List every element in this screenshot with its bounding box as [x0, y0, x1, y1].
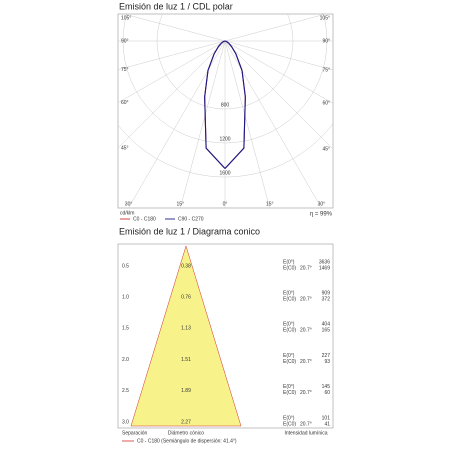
- angle-tick-label: 90°: [121, 38, 129, 44]
- intensity-curve: [204, 40, 226, 169]
- legend: C0 - C180 C90 - C270: [120, 216, 204, 222]
- r-tick-label: 800: [221, 102, 230, 108]
- e0-value: 404: [322, 322, 331, 328]
- ec0-value: 41: [324, 421, 330, 427]
- angle-tick-label: 75°: [322, 67, 330, 73]
- height-label: 0.5: [122, 263, 129, 269]
- height-label: 2.5: [122, 388, 129, 394]
- legend-label: C90 - C270: [178, 216, 204, 222]
- e0-value: 227: [322, 353, 331, 359]
- diameter-label: 1.13: [181, 326, 191, 332]
- cone-angle: 20.7°: [300, 328, 312, 334]
- grid-spoke: [123, 14, 226, 42]
- angle-tick-label: 75°: [121, 67, 129, 73]
- e0-name: E(0°): [283, 353, 295, 359]
- grid-spoke: [224, 40, 333, 104]
- ec0-name: E(C0): [283, 328, 296, 334]
- ec0-name: E(C0): [283, 359, 296, 365]
- grid-spoke: [128, 40, 226, 208]
- cone-frame: [117, 243, 334, 429]
- cone-angle: 20.7°: [300, 359, 312, 365]
- cone-angle: 20.7°: [300, 297, 312, 303]
- grid-spoke: [118, 40, 226, 104]
- e0-value: 101: [322, 415, 331, 421]
- grid-spoke: [118, 40, 226, 149]
- ec0-name: E(C0): [283, 390, 296, 396]
- ec0-value: 1469: [319, 265, 330, 271]
- height-label: 2.0: [122, 357, 129, 363]
- angle-tick-label: 0°: [223, 201, 228, 207]
- angle-tick-label: 30°: [318, 201, 326, 207]
- polar-labels: 800 1200 1600 105° 105° 90° 90° 75° 75° 60° 60° 45°…: [121, 15, 330, 207]
- cone-angle: 20.7°: [300, 390, 312, 396]
- e0-name: E(0°): [283, 415, 295, 421]
- angle-tick-label: 30°: [125, 201, 133, 207]
- angle-tick-label: 105°: [121, 15, 131, 21]
- ec0-name: E(C0): [283, 297, 296, 303]
- diameter-label: 1.51: [181, 357, 191, 363]
- diameter-label: 2.27: [181, 419, 191, 425]
- grid-spoke: [224, 40, 333, 150]
- angle-tick-label: 60°: [121, 100, 129, 106]
- ec0-name: E(C0): [283, 421, 296, 427]
- diameter-label: 0.76: [181, 295, 191, 301]
- grid-spoke: [224, 14, 327, 42]
- ec0-value: 93: [324, 359, 330, 365]
- height-label: 1.5: [122, 326, 129, 332]
- r-tick-label: 1200: [219, 136, 230, 142]
- angle-tick-label: 15°: [266, 201, 274, 207]
- cone-title: Emisión de luz 1 / Diagrama conico: [119, 226, 260, 236]
- e0-name: E(0°): [283, 384, 295, 390]
- r-tick-label: 1600: [219, 170, 230, 176]
- angle-tick-label: 90°: [322, 38, 330, 44]
- efficiency: η = 99%: [310, 212, 333, 218]
- angle-tick-label: 60°: [322, 101, 330, 107]
- angle-tick-label: 45°: [121, 145, 129, 151]
- footer-diameter: Diámetro cónico: [168, 430, 204, 436]
- legend-label: C0 - C180: [133, 216, 156, 222]
- polar-frame: [117, 13, 334, 209]
- ec0-value: 372: [322, 297, 331, 303]
- angle-tick-label: 45°: [322, 146, 330, 152]
- grid-spoke: [224, 40, 271, 208]
- unit-label: cd/klm: [120, 210, 134, 216]
- polar-grid: [118, 14, 333, 208]
- e0-value: 3636: [319, 259, 330, 265]
- e0-value: 145: [322, 384, 331, 390]
- height-label: 1.0: [122, 295, 129, 301]
- cone-angle: 20.7°: [300, 421, 312, 427]
- grid-spoke: [179, 40, 226, 208]
- ec0-name: E(C0): [283, 265, 296, 271]
- ec0-value: 60: [324, 390, 330, 396]
- angle-tick-label: 105°: [320, 15, 330, 21]
- grid-spoke: [224, 40, 322, 208]
- diameter-label: 1.89: [181, 388, 191, 394]
- e0-name: E(0°): [283, 259, 295, 265]
- footer-separation: Separación: [122, 430, 148, 436]
- cone-triangle: [130, 245, 242, 427]
- footer-intensity: Intensidad lumínica: [284, 430, 327, 436]
- angle-tick-label: 15°: [176, 201, 184, 207]
- cone-legend: C0 - C180 (Semiángulo de dispersión: 41.…: [137, 438, 237, 444]
- grid-spoke: [118, 40, 226, 70]
- chart-title: Emisión de luz 1 / CDL polar: [119, 1, 233, 11]
- ec0-value: 165: [322, 328, 331, 334]
- diameter-label: 0.38: [181, 263, 191, 269]
- intensity-curve: [224, 40, 246, 169]
- grid-spoke: [224, 40, 333, 71]
- e0-value: 909: [322, 291, 331, 297]
- polar-curves: [204, 40, 246, 169]
- e0-name: E(0°): [283, 322, 295, 328]
- e0-name: E(0°): [283, 291, 295, 297]
- cone-angle: 20.7°: [300, 265, 312, 271]
- height-label: 3.0: [122, 419, 129, 425]
